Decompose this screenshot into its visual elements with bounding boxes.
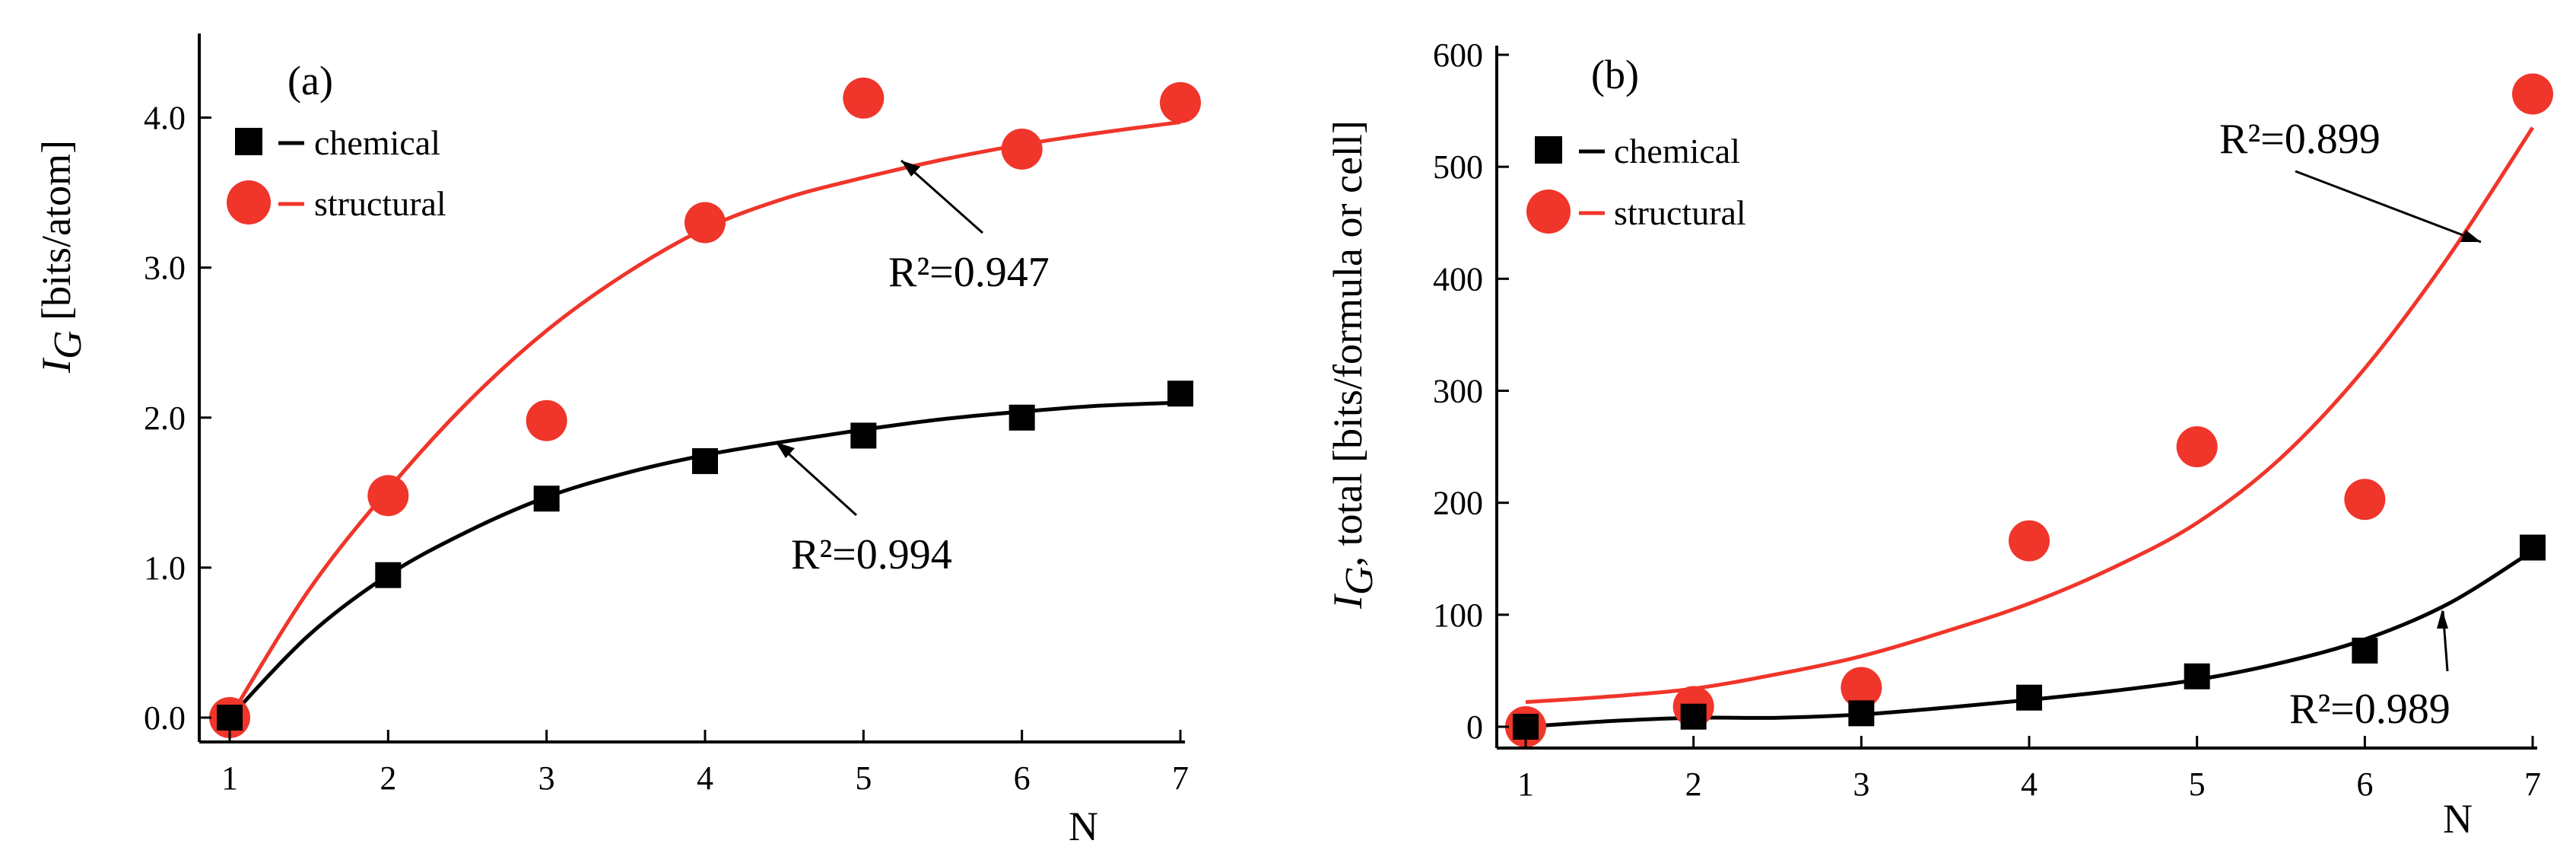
b-x-tick-label: 2 — [1685, 766, 1702, 803]
b-x-tick-label: 4 — [2021, 766, 2038, 803]
a-r2-chemical-arrowhead — [776, 442, 795, 458]
b-y-tick-label: 500 — [1433, 148, 1483, 186]
b-legend-chemical-label: chemical — [1614, 132, 1740, 170]
a-point-chemical — [533, 486, 560, 512]
b-point-structural — [2344, 479, 2386, 521]
a-x-axis-label: N — [1069, 804, 1098, 849]
a-r2-structural: R²=0.947 — [888, 249, 1050, 296]
a-legend-chemical-marker — [235, 128, 262, 155]
b-x-tick-label: 1 — [1517, 766, 1534, 803]
b-point-structural — [2009, 520, 2050, 562]
a-r2-structural-arrow — [900, 159, 983, 234]
a-point-chemical — [217, 705, 243, 731]
b-x-tick-label: 5 — [2189, 766, 2206, 803]
a-r2-chemical: R²=0.994 — [791, 531, 952, 578]
b-r2-structural-arrowhead — [2460, 230, 2481, 242]
b-legend: chemical structural — [1526, 132, 1746, 234]
b-point-chemical — [2184, 663, 2210, 689]
a-data-points — [209, 77, 1201, 738]
a-x-tick-label: 1 — [221, 759, 238, 797]
b-y-tick-label: 600 — [1433, 37, 1483, 74]
b-point-chemical — [1513, 714, 1539, 740]
a-x-tick-label: 7 — [1172, 759, 1189, 797]
a-r2-chemical-arrow — [774, 441, 858, 517]
a-point-chemical — [692, 447, 718, 474]
panel-a: 1 2 3 4 5 6 7 0.0 1.0 2.0 3.0 4.0 (a) chemical stru… — [33, 33, 1201, 849]
a-y-tick-label: 0.0 — [144, 699, 186, 737]
a-point-structural — [526, 400, 567, 441]
b-y-tick-label: 400 — [1433, 260, 1483, 298]
b-r2-chemical: R²=0.989 — [2289, 686, 2451, 733]
a-point-structural — [1001, 128, 1043, 170]
b-point-structural — [1841, 667, 1882, 708]
b-point-chemical — [1680, 703, 1707, 730]
b-point-chemical — [2352, 637, 2378, 664]
a-legend-structural-label: structural — [314, 184, 446, 223]
b-data-points — [1505, 73, 2553, 747]
b-y-tick-label: 0 — [1466, 708, 1483, 746]
b-r2-structural-arrow — [2295, 170, 2482, 244]
b-point-chemical — [2016, 684, 2042, 711]
a-y-tick-label: 2.0 — [144, 400, 186, 437]
b-panel-tag: (b) — [1591, 52, 1639, 97]
a-x-tick-label: 6 — [1014, 759, 1031, 797]
b-x-tick-label: 7 — [2524, 766, 2541, 803]
a-point-chemical — [1008, 404, 1035, 431]
a-y-tick-label: 3.0 — [144, 250, 186, 287]
b-y-tick-label: 200 — [1433, 485, 1483, 522]
a-y-axis-label: IG [bits/atom] — [33, 140, 90, 374]
b-legend-structural-marker — [1526, 189, 1571, 234]
a-x-tick-label: 2 — [380, 759, 396, 797]
b-point-chemical — [1848, 700, 1875, 727]
a-y-tick-label: 4.0 — [144, 100, 186, 137]
b-point-structural — [2176, 426, 2218, 468]
b-y-tick-label: 300 — [1433, 373, 1483, 410]
b-point-chemical — [2520, 534, 2546, 561]
a-legend: chemical structural — [227, 123, 446, 224]
b-ticks: 1 2 3 4 5 6 7 0 100 200 300 400 500 600 — [1433, 37, 2541, 803]
a-point-structural — [843, 77, 885, 119]
a-ticks: 1 2 3 4 5 6 7 0.0 1.0 2.0 3.0 4.0 — [144, 100, 1189, 797]
b-x-tick-label: 6 — [2356, 766, 2373, 803]
b-x-tick-label: 3 — [1853, 766, 1869, 803]
b-r2-structural: R²=0.899 — [2219, 116, 2381, 163]
b-legend-chemical-marker — [1535, 136, 1562, 164]
a-point-chemical — [1167, 380, 1193, 407]
a-x-tick-label: 3 — [538, 759, 555, 797]
a-point-chemical — [375, 562, 402, 588]
a-point-chemical — [850, 422, 877, 449]
a-legend-chemical-label: chemical — [314, 123, 440, 162]
a-point-structural — [367, 475, 409, 517]
b-legend-structural-label: structural — [1614, 193, 1746, 232]
panel-b: 1 2 3 4 5 6 7 0 100 200 300 400 500 600 (b) chemical … — [1325, 37, 2553, 842]
a-r2-structural-arrowhead — [901, 161, 920, 177]
b-point-structural — [2512, 73, 2553, 115]
a-point-structural — [1160, 81, 1201, 123]
a-point-structural — [684, 202, 726, 244]
a-x-tick-label: 4 — [697, 759, 713, 797]
a-panel-tag: (a) — [287, 58, 333, 103]
a-x-tick-label: 5 — [855, 759, 872, 797]
a-legend-structural-marker — [227, 180, 271, 224]
a-y-tick-label: 1.0 — [144, 549, 186, 587]
b-r2-chemical-arrowhead — [2437, 610, 2448, 629]
b-y-axis-label: IG, total [bits/formula or cell] — [1325, 120, 1381, 610]
b-x-axis-label: N — [2443, 796, 2473, 842]
b-y-tick-label: 100 — [1433, 597, 1483, 634]
